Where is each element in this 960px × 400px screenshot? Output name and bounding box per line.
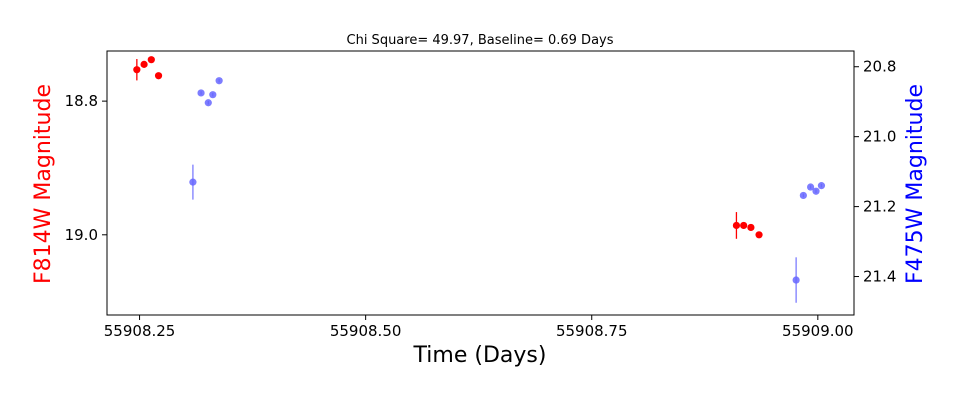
x-tick-label: 55908.25 — [104, 322, 176, 340]
data-point — [732, 221, 741, 230]
data-point — [154, 72, 163, 80]
data-point — [140, 60, 148, 68]
data-point — [740, 221, 748, 230]
data-point — [204, 99, 212, 107]
data-point — [189, 178, 197, 186]
plot-frame — [106, 50, 855, 316]
data-point — [799, 191, 807, 200]
y-left-tick-label: 19.0 — [65, 226, 98, 244]
y-right-tick-label: 21.4 — [863, 268, 896, 286]
data-point — [755, 231, 763, 239]
y-left-tick-label: 18.8 — [65, 92, 98, 110]
data-point — [792, 276, 800, 284]
data-point — [817, 182, 826, 190]
data-point — [197, 89, 205, 97]
data-point — [806, 183, 815, 191]
data-point — [133, 66, 141, 74]
x-tick-label: 55908.75 — [556, 322, 628, 340]
data-point — [747, 223, 755, 232]
data-point — [215, 77, 223, 85]
data-point — [812, 187, 820, 195]
x-tick-label: 55908.50 — [330, 322, 402, 340]
data-point — [147, 56, 155, 64]
chart-marks — [133, 56, 826, 303]
y-right-tick-label: 21.2 — [863, 198, 896, 216]
y-right-tick-label: 20.8 — [863, 58, 896, 76]
y-axis-right-label: F475W Magnitude — [903, 84, 928, 284]
y-axis-left-label: F814W Magnitude — [31, 84, 56, 284]
data-point — [209, 91, 217, 99]
x-tick-label: 55909.00 — [782, 322, 854, 340]
chart-title: Chi Square= 49.97, Baseline= 0.69 Days — [347, 33, 614, 48]
x-axis-label: Time (Days) — [413, 343, 547, 368]
chart-axes: 55908.25 55908.50 55908.75 55909.00 18.8 19.0… — [65, 58, 897, 340]
y-right-tick-label: 21.0 — [863, 128, 896, 146]
